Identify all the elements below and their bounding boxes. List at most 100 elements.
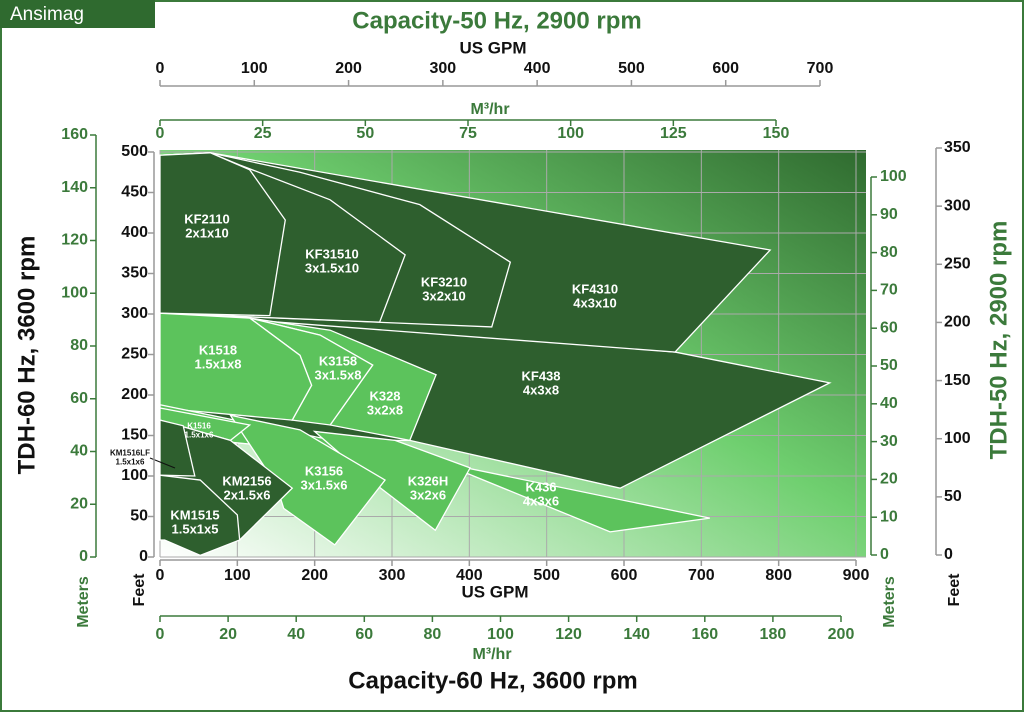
x-tick-label: 80 (424, 626, 442, 643)
region-size: 2x1x10 (185, 226, 228, 241)
right-meters-label: Meters (881, 576, 898, 628)
y-tick-label: 100 (61, 284, 88, 301)
y-tick-label: 0 (79, 548, 88, 565)
region-name: KF438 (521, 368, 560, 383)
x-tick-label: 75 (459, 125, 477, 142)
x-tick-label: 120 (555, 626, 582, 643)
right-feet-label: Feet (946, 573, 963, 607)
y-tick-label: 60 (880, 319, 898, 336)
y-tick-label: 90 (880, 206, 898, 223)
region-size: 1.5x1x5 (172, 522, 219, 537)
y-tick-label: 0 (139, 548, 148, 565)
y-tick-label: 100 (880, 168, 907, 185)
bottom-gpm-label: US GPM (461, 582, 528, 601)
x-tick-label: 0 (156, 626, 165, 643)
region-size: 3x1.5x8 (315, 368, 362, 383)
region-size: 1.5x1x6 (116, 458, 145, 467)
x-tick-label: 100 (241, 60, 268, 77)
region-name: KF2110 (184, 211, 230, 226)
x-tick-label: 200 (828, 626, 855, 643)
left-meters-label: Meters (75, 576, 92, 628)
bottom-m3-label: M³/hr (472, 646, 511, 663)
x-tick-label: 0 (156, 60, 165, 77)
y-tick-label: 450 (121, 184, 148, 201)
y-tick-label: 0 (880, 546, 889, 563)
x-tick-label: 180 (760, 626, 787, 643)
x-tick-label: 25 (254, 125, 272, 142)
region-name: KF4310 (572, 281, 618, 296)
x-tick-label: 800 (765, 567, 792, 584)
y-tick-label: 60 (70, 390, 88, 407)
coverage-region (159, 419, 196, 477)
x-tick-label: 500 (618, 60, 645, 77)
y-tick-label: 500 (121, 143, 148, 160)
region-size: 3x2x8 (367, 403, 403, 418)
y-tick-label: 250 (944, 256, 971, 273)
y-tick-label: 300 (121, 305, 148, 322)
x-tick-label: 100 (487, 626, 514, 643)
x-tick-label: 600 (611, 567, 638, 584)
y-tick-label: 100 (121, 467, 148, 484)
region-name: KF31510 (305, 246, 358, 261)
region-size: 1.5x1x8 (195, 357, 242, 372)
y-tick-label: 30 (880, 433, 898, 450)
x-tick-label: 300 (430, 60, 457, 77)
region-size: 4x3x6 (523, 494, 559, 509)
y-tick-label: 20 (880, 471, 898, 488)
y-tick-label: 160 (61, 126, 88, 143)
y-tick-label: 10 (880, 508, 898, 525)
y-tick-label: 350 (944, 139, 971, 156)
y-tick-label: 80 (70, 337, 88, 354)
x-tick-label: 0 (156, 567, 165, 584)
y-tick-label: 140 (61, 179, 88, 196)
x-tick-label: 160 (691, 626, 718, 643)
right-title: TDH-50 Hz, 2900 rpm (985, 221, 1012, 460)
y-tick-label: 350 (121, 265, 148, 282)
region-name: K1516 (187, 422, 211, 431)
left-feet-label: Feet (131, 573, 148, 607)
badge: Ansimag (10, 4, 84, 25)
region-name: KM1515 (170, 507, 219, 522)
y-tick-label: 20 (70, 495, 88, 512)
x-tick-label: 200 (301, 567, 328, 584)
x-tick-label: 150 (763, 125, 790, 142)
y-tick-label: 0 (944, 546, 953, 563)
region-size: 4x3x10 (573, 296, 616, 311)
y-tick-label: 40 (880, 395, 898, 412)
x-tick-label: 400 (456, 567, 483, 584)
top-title: Capacity-50 Hz, 2900 rpm (352, 7, 641, 34)
badge-box (0, 0, 155, 28)
x-tick-label: 50 (356, 125, 374, 142)
y-tick-label: 120 (61, 232, 88, 249)
region-size: 3x1.5x6 (301, 478, 348, 493)
y-tick-label: 50 (130, 508, 148, 525)
x-tick-label: 140 (623, 626, 650, 643)
x-tick-label: 400 (524, 60, 551, 77)
region-size: 3x1.5x10 (305, 261, 359, 276)
y-tick-label: 250 (121, 346, 148, 363)
x-tick-label: 20 (219, 626, 237, 643)
region-name: K326H (408, 473, 448, 488)
top-m3-label: M³/hr (470, 101, 509, 118)
chart-title: Capacity-60 Hz, 3600 rpm (348, 667, 637, 694)
region-size: 2x1.5x6 (224, 488, 271, 503)
region-size: 3x2x6 (410, 488, 446, 503)
x-tick-label: 200 (335, 60, 362, 77)
x-tick-label: 100 (224, 567, 251, 584)
x-tick-label: 700 (807, 60, 834, 77)
region-name: K1518 (199, 342, 237, 357)
x-tick-label: 900 (843, 567, 870, 584)
y-tick-label: 50 (944, 488, 962, 505)
y-tick-label: 70 (880, 282, 898, 299)
coverage-region (159, 474, 241, 557)
region-name: K3156 (305, 463, 343, 478)
y-tick-label: 50 (880, 357, 898, 374)
x-tick-label: 500 (533, 567, 560, 584)
x-tick-label: 125 (660, 125, 687, 142)
y-tick-label: 100 (944, 430, 971, 447)
top-gpm-label: US GPM (459, 38, 526, 57)
region-name: K436 (525, 479, 556, 494)
x-tick-label: 60 (355, 626, 373, 643)
